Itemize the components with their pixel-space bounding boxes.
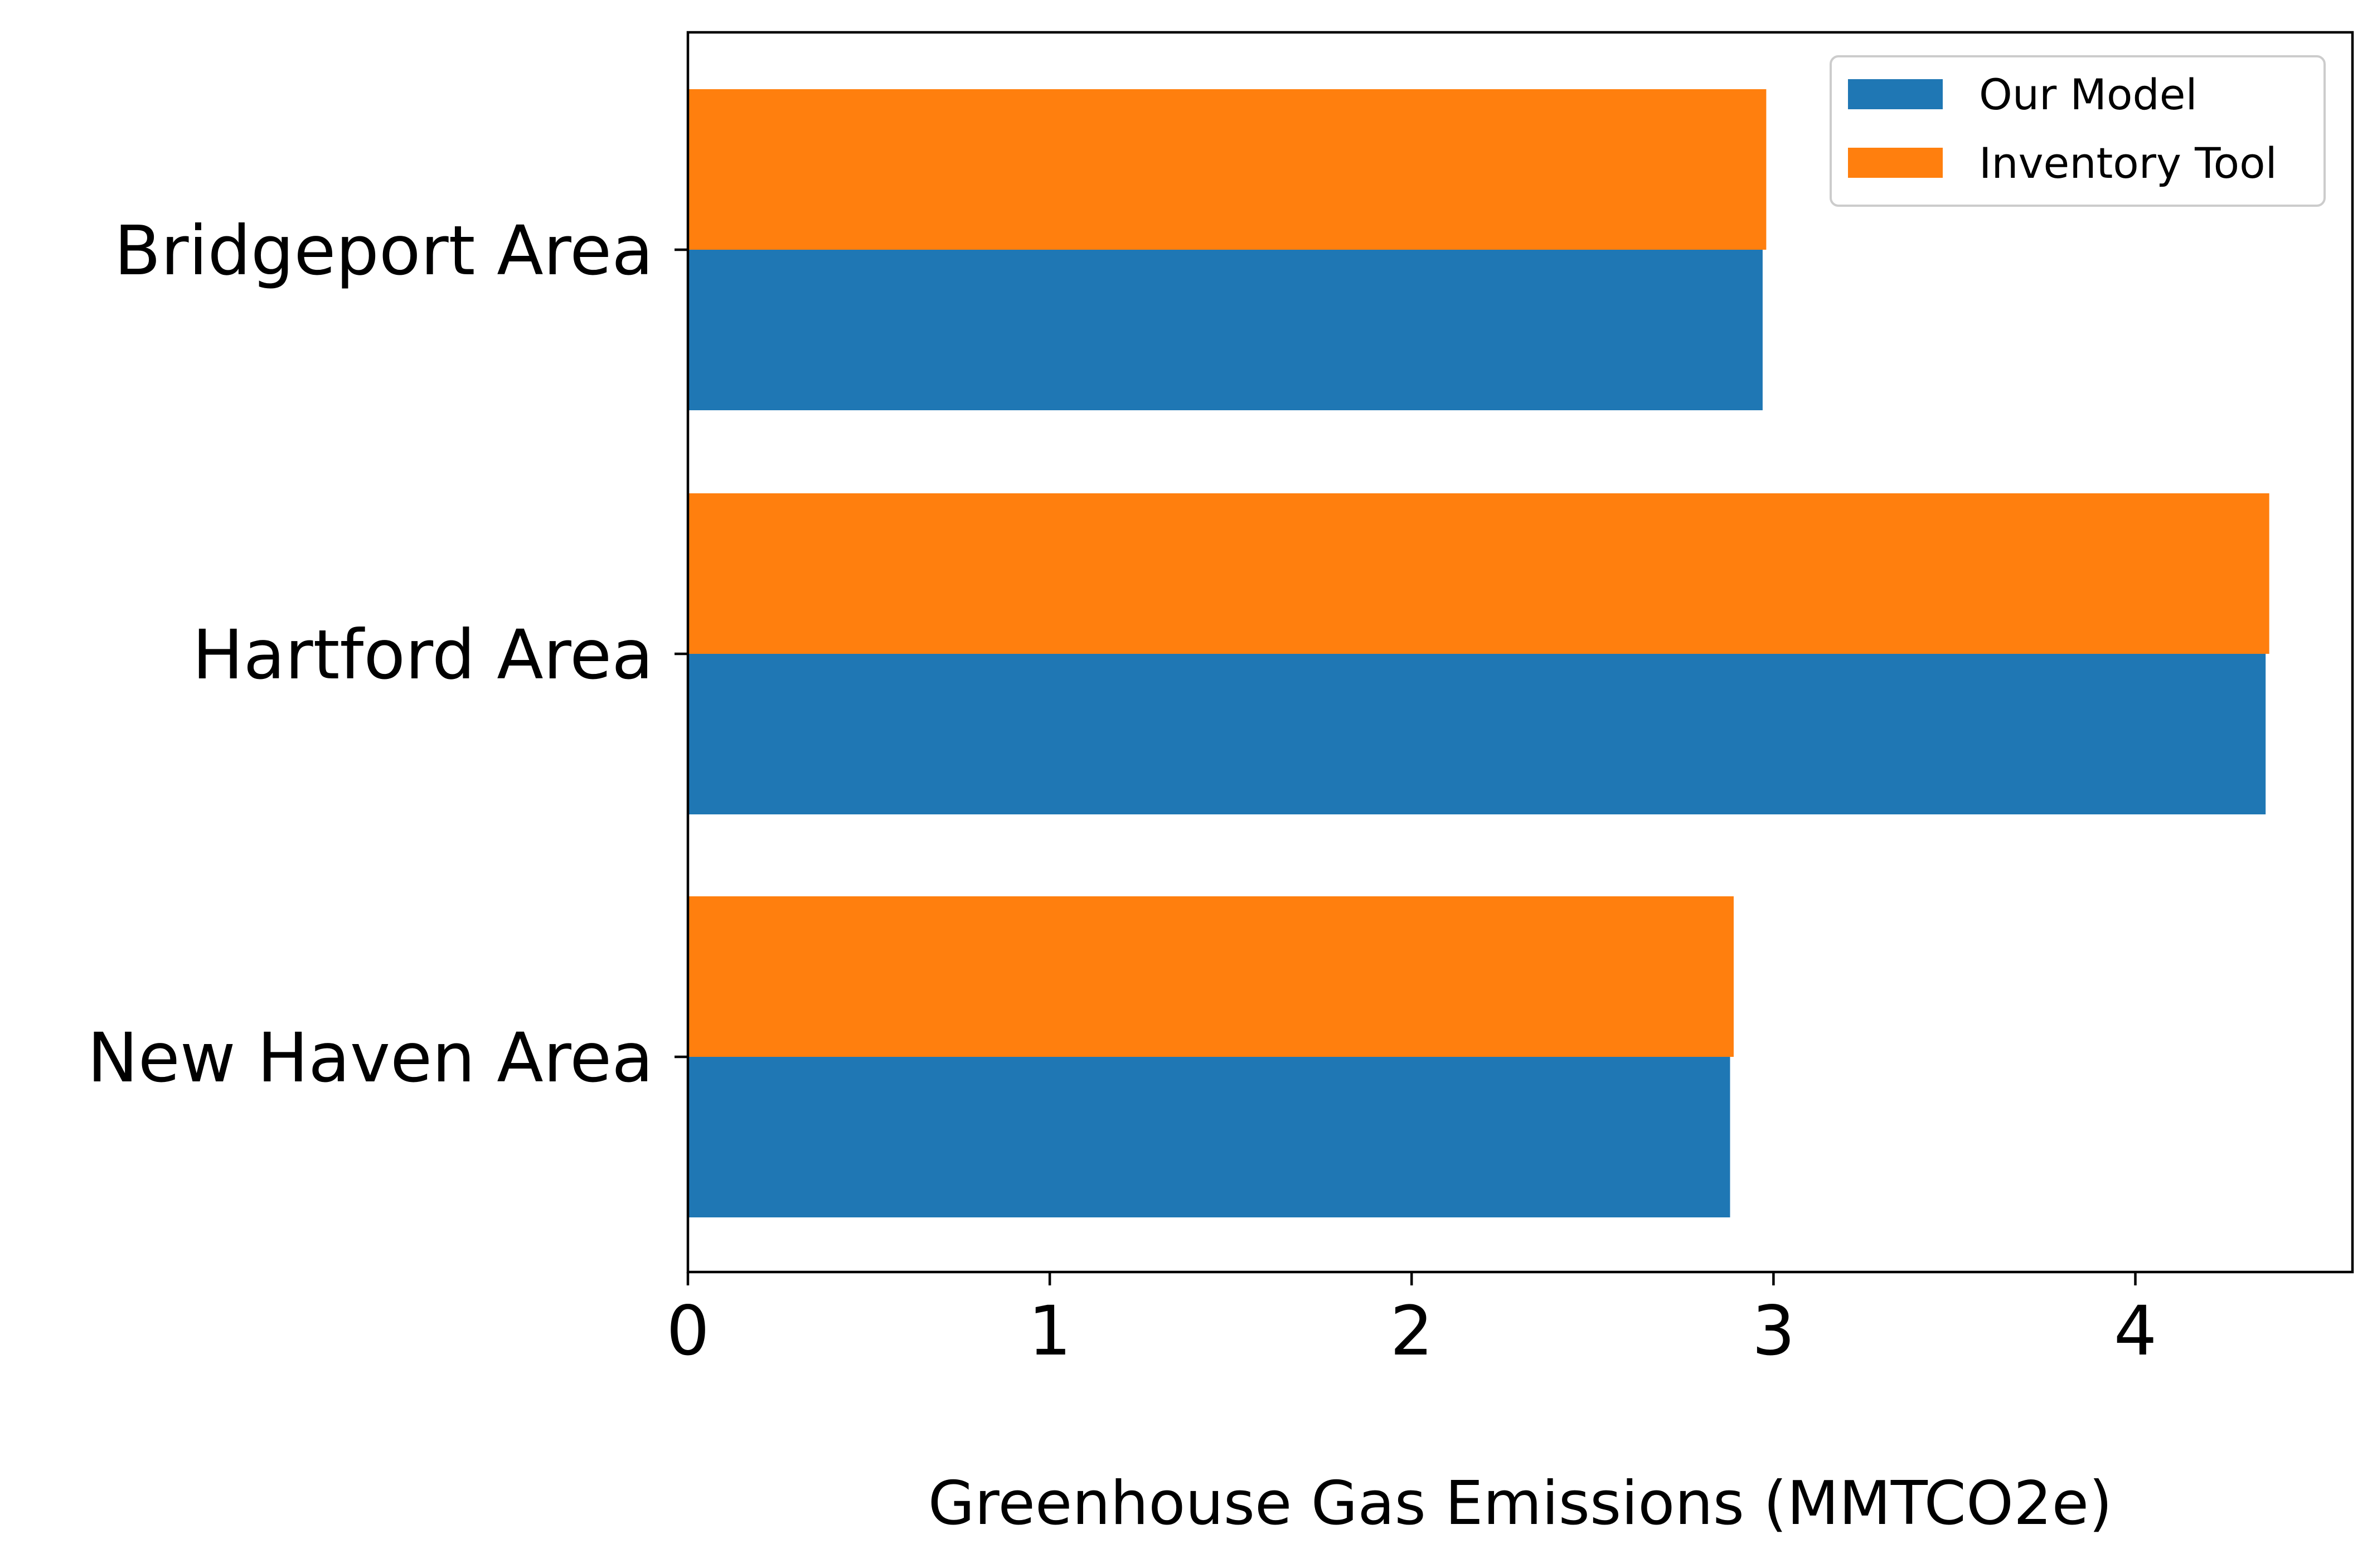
x-tick-label-1: 1 <box>1028 1292 1071 1371</box>
x-axis-title: Greenhouse Gas Emissions (MMTCO2e) <box>928 1469 2113 1538</box>
legend-box <box>1830 55 2326 207</box>
bars-layer <box>688 89 2269 1217</box>
x-tick-label-4: 4 <box>2114 1292 2157 1371</box>
legend-label-our-model: Our Model <box>1979 70 2197 119</box>
y-tick-label-bridgeport-area: Bridgeport Area <box>114 211 653 290</box>
y-axis: Bridgeport Area Hartford Area New Haven Ar… <box>88 211 688 1098</box>
legend-swatch-our-model <box>1848 79 1943 109</box>
legend-label-inventory-tool: Inventory Tool <box>1979 138 2277 188</box>
bar-our-model-new-haven-area <box>688 1057 1730 1217</box>
bar-our-model-hartford-area <box>688 654 2266 814</box>
x-tick-label-0: 0 <box>666 1292 710 1371</box>
x-axis: 0 1 2 3 4 <box>666 1272 2157 1371</box>
bar-inventory-tool-hartford-area <box>688 493 2269 654</box>
x-tick-label-2: 2 <box>1390 1292 1433 1371</box>
x-tick-label-3: 3 <box>1752 1292 1796 1371</box>
bar-inventory-tool-bridgeport-area <box>688 89 1767 250</box>
y-tick-label-hartford-area: Hartford Area <box>192 615 653 695</box>
y-tick-label-new-haven-area: New Haven Area <box>88 1018 654 1098</box>
legend-swatch-inventory-tool <box>1848 148 1943 178</box>
bar-our-model-bridgeport-area <box>688 250 1763 410</box>
plot-frame <box>686 31 2354 1274</box>
bar-inventory-tool-new-haven-area <box>688 896 1734 1057</box>
legend: Our Model Inventory Tool <box>1830 55 2326 207</box>
